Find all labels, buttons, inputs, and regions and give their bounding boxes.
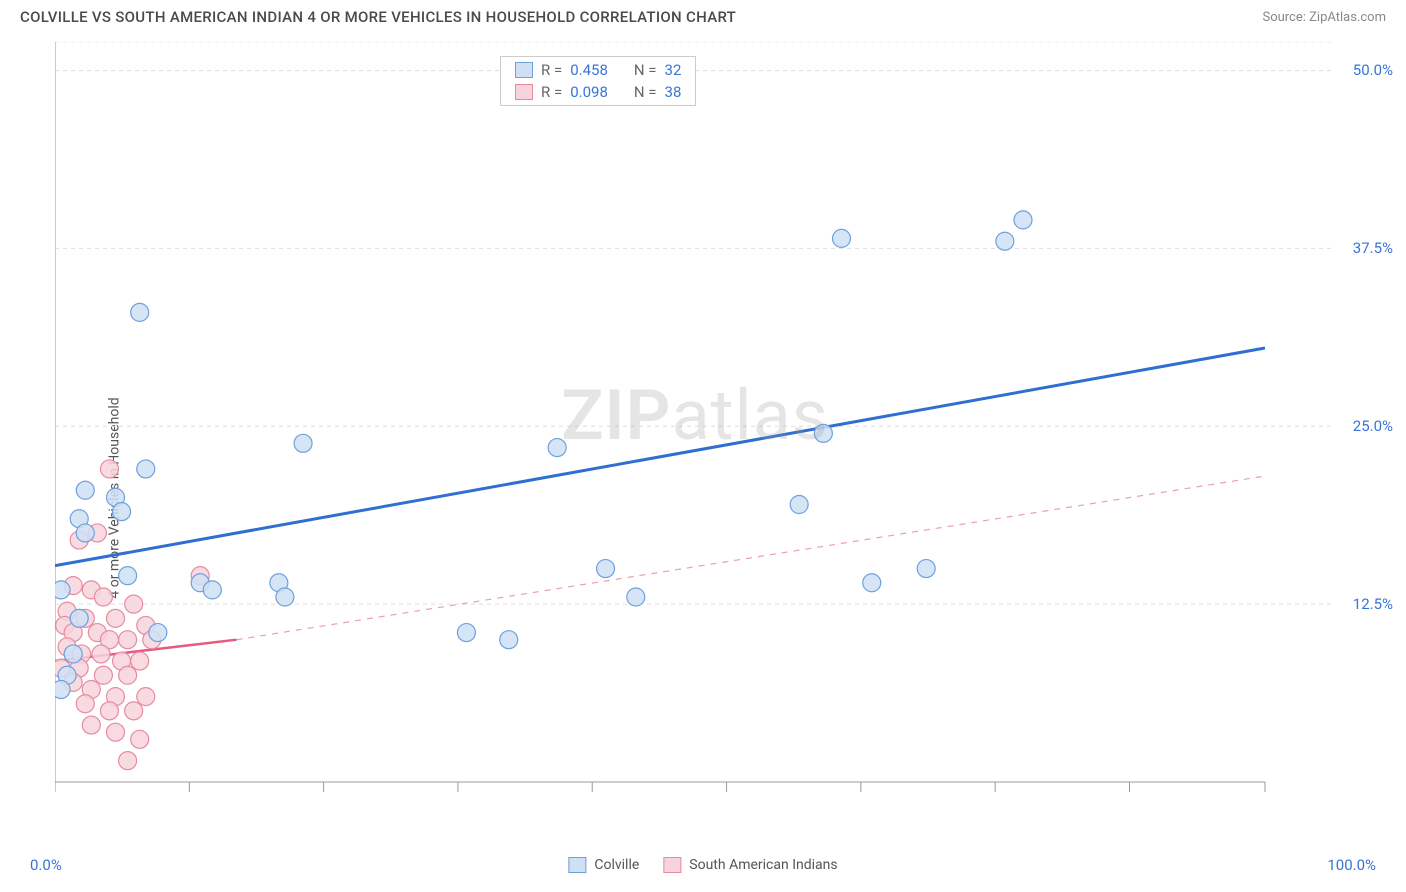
legend-item-colville: Colville	[568, 857, 639, 873]
y-tick-label: 12.5%	[1353, 595, 1393, 613]
stats-legend-box: R = 0.458 N = 32 R = 0.098 N = 38	[500, 56, 696, 106]
stats-row-colville: R = 0.458 N = 32	[501, 59, 695, 81]
x-max-label: 100.0%	[1327, 856, 1376, 874]
chart-title: COLVILLE VS SOUTH AMERICAN INDIAN 4 OR M…	[20, 8, 736, 26]
chart-container: 4 or more Vehicles in Household ZIPatlas…	[0, 30, 1406, 880]
stats-row-sai: R = 0.098 N = 38	[501, 81, 695, 103]
series-legend: Colville South American Indians	[568, 857, 837, 873]
legend-swatch-colville	[568, 857, 586, 873]
chart-source: Source: ZipAtlas.com	[1262, 10, 1386, 25]
legend-item-sai: South American Indians	[663, 857, 837, 873]
scatter-chart-svg	[55, 42, 1335, 822]
chart-header: COLVILLE VS SOUTH AMERICAN INDIAN 4 OR M…	[0, 0, 1406, 30]
swatch-sai	[515, 84, 533, 100]
plot-area: ZIPatlas R = 0.458 N = 32 R = 0.098 N = …	[55, 42, 1335, 822]
x-min-label: 0.0%	[30, 856, 62, 874]
y-tick-label: 50.0%	[1353, 61, 1393, 79]
x-axis-footer: 0.0% 100.0% Colville South American Indi…	[0, 856, 1406, 880]
y-tick-label: 25.0%	[1353, 417, 1393, 435]
legend-swatch-sai	[663, 857, 681, 873]
swatch-colville	[515, 62, 533, 78]
y-tick-label: 37.5%	[1353, 239, 1393, 257]
